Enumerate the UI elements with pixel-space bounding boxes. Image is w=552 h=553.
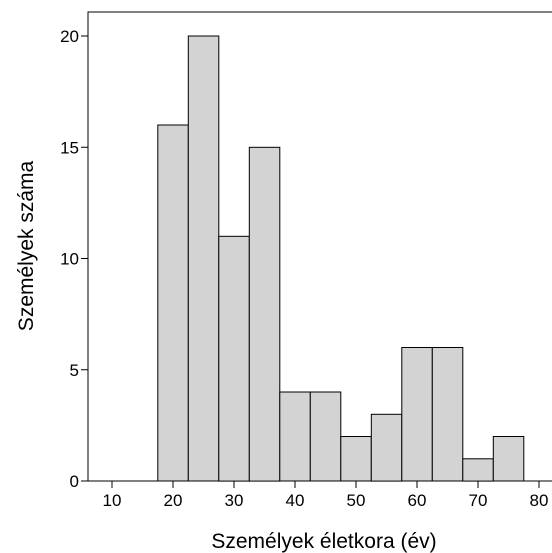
- x-tick-label: 10: [103, 491, 122, 510]
- histogram-bar: [401, 347, 433, 482]
- y-tick-label: 15: [60, 138, 79, 157]
- histogram-bar: [248, 146, 281, 482]
- y-axis-label: Személyek száma: [15, 160, 38, 331]
- x-tick-label: 30: [225, 491, 244, 510]
- histogram-bar: [462, 458, 494, 482]
- x-axis: 10 20 30 40 50 60 70 80: [103, 481, 549, 510]
- y-tick-label: 20: [60, 27, 79, 46]
- x-tick-label: 80: [530, 491, 549, 510]
- histogram-bar: [492, 436, 525, 482]
- y-tick-label: 0: [70, 472, 79, 491]
- histogram-bar: [340, 436, 372, 482]
- x-tick-label: 50: [347, 491, 366, 510]
- y-axis: 0 5 10 15 20: [60, 27, 88, 491]
- histogram-bar: [431, 347, 464, 482]
- histogram-bar: [309, 391, 342, 482]
- x-tick-label: 70: [469, 491, 488, 510]
- histogram-bar: [187, 35, 220, 482]
- x-axis-label: Személyek életkora (év): [211, 530, 436, 553]
- y-tick-label: 5: [70, 361, 79, 380]
- x-tick-label: 40: [286, 491, 305, 510]
- bars-group: [157, 35, 525, 482]
- histogram-bar: [279, 391, 311, 482]
- histogram-bar: [157, 124, 189, 482]
- y-tick-label: 10: [60, 250, 79, 269]
- x-tick-label: 60: [408, 491, 427, 510]
- x-tick-label: 20: [164, 491, 183, 510]
- histogram-bar: [370, 413, 403, 482]
- histogram-bar: [218, 235, 250, 482]
